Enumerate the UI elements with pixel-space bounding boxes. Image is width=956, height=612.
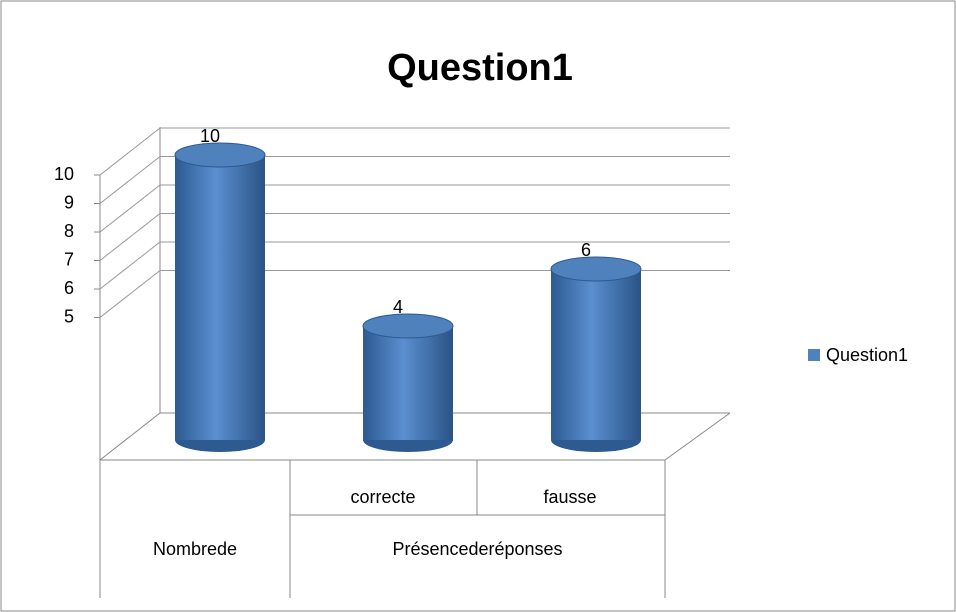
grid-line [99,241,730,290]
x-group-label: Présencederéponses [392,539,562,559]
grid-line [99,127,730,176]
x-tick-label: fausse [543,487,596,507]
bar [174,142,266,452]
y-tick-label: 10 [54,164,74,184]
data-label: 10 [200,126,220,146]
bar-top [550,256,642,282]
grid-line [99,184,730,233]
grid-line [99,213,730,261]
bar [550,256,642,452]
bar-top [174,142,266,168]
data-label: 4 [393,297,403,317]
bar [362,313,454,452]
bar-body [551,269,641,440]
y-tick-label: 7 [64,249,74,269]
legend-label: Question1 [826,345,908,365]
x-group-label: Nombrede [153,539,237,559]
y-tick-label: 5 [64,306,74,326]
bar-top [362,313,454,339]
data-label: 6 [581,240,591,260]
bar-body [363,326,453,440]
grid-line [99,270,730,318]
grid-line [99,156,730,204]
bar-body [175,155,265,440]
y-tick-label: 9 [64,192,74,212]
legend-swatch [808,349,820,361]
y-tick-label: 6 [64,278,74,298]
x-tick-label: correcte [350,487,415,507]
chart-title: Question1 [387,47,573,89]
y-tick-label: 8 [64,221,74,241]
